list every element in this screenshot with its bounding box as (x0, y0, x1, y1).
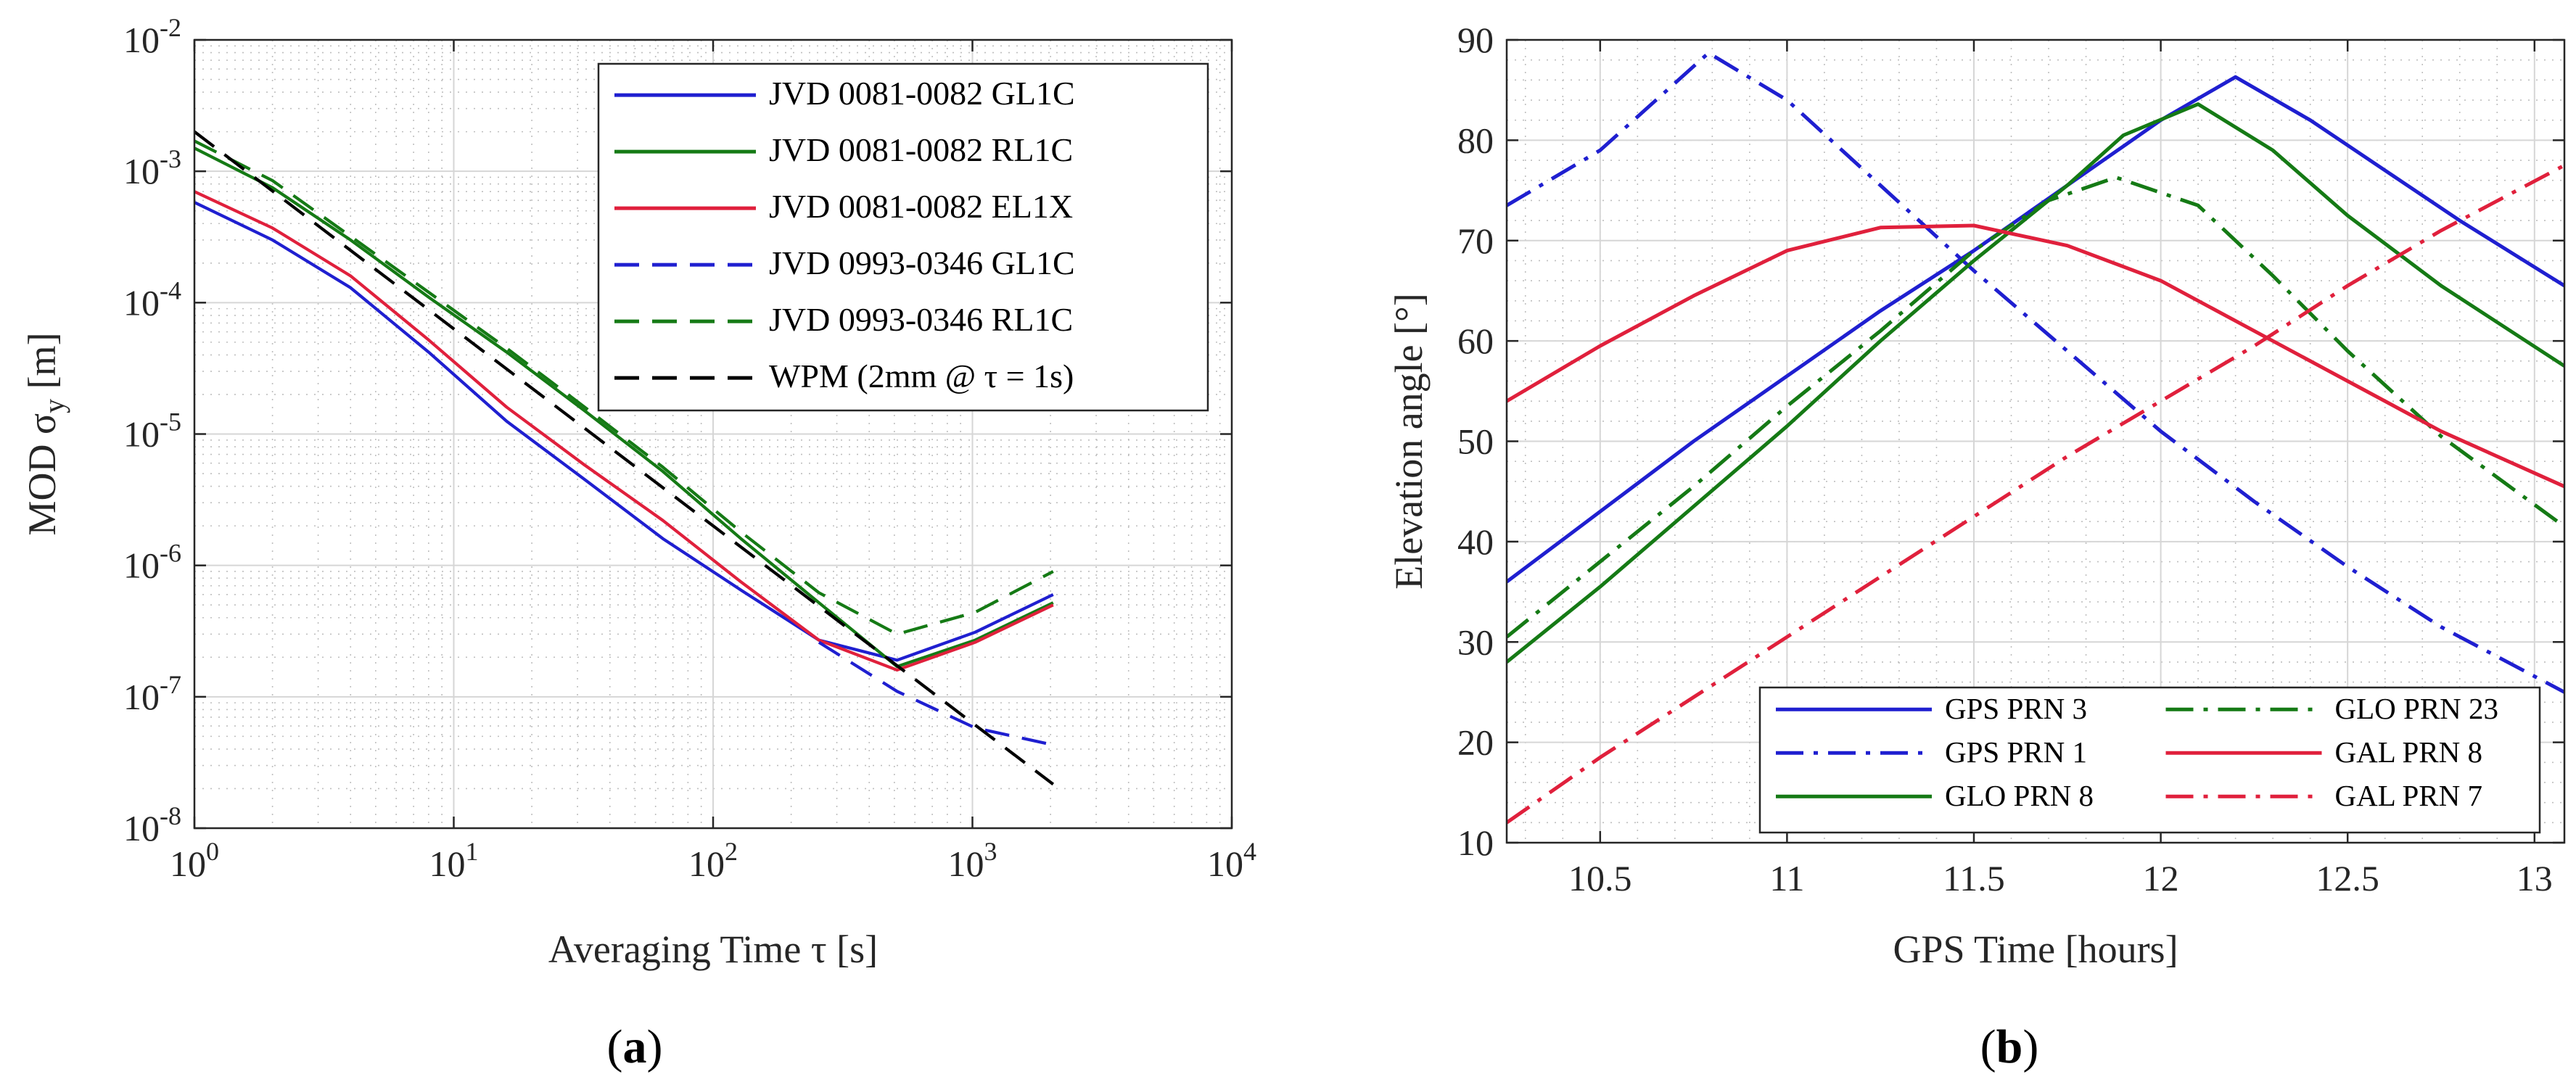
y-tick-label: 70 (1457, 220, 1494, 261)
y-tick-label: 30 (1457, 621, 1494, 662)
x-tick-label: 11.5 (1943, 858, 2005, 899)
x-tick-label: 12.5 (2316, 858, 2379, 899)
legend-entry: JVD 0081-0082 GL1C (769, 75, 1075, 112)
y-tick-label: 10-3 (123, 144, 181, 191)
x-tick-label: 103 (948, 837, 997, 884)
legend-entry: JVD 0081-0082 RL1C (769, 131, 1073, 168)
legend-entry: WPM (2mm @ τ = 1s) (769, 358, 1074, 395)
y-axis-label: Elevation angle [°] (1387, 293, 1431, 589)
y-tick-label: 90 (1457, 20, 1494, 60)
y-tick-label: 50 (1457, 421, 1494, 462)
series-line-3 (194, 190, 1054, 672)
axes (1505, 38, 2566, 844)
series-line-4 (818, 640, 1054, 747)
series-group (1507, 51, 2564, 825)
panel-label-b: (b) (1980, 1020, 2039, 1073)
y-tick-label: 10-6 (123, 539, 181, 586)
y-tick-label: 10 (1457, 822, 1494, 863)
series-line-6 (1507, 163, 2564, 825)
y-tick-label: 10-2 (123, 13, 181, 60)
chart-b: 10.5 11 11.5 12 12.5 13 10 20 30 40 50 60 70 80 90 GPS … (1387, 20, 2566, 971)
axes (193, 38, 1233, 830)
y-tick-label: 10-5 (123, 408, 181, 455)
y-tick-label: 10-4 (123, 276, 181, 323)
series-line-1 (194, 201, 1054, 662)
legend-entry: GPS PRN 3 (1945, 692, 2087, 725)
y-axis-label: MOD σy [m] (20, 332, 70, 535)
legend: JVD 0081-0082 GL1C JVD 0081-0082 RL1C JVD … (597, 62, 1209, 412)
legend-entry: JVD 0993-0346 GL1C (769, 244, 1075, 281)
y-tick-label: 80 (1457, 120, 1494, 160)
legend-entry: GAL PRN 8 (2335, 735, 2483, 769)
legend-box (1758, 686, 2541, 834)
legend-entry: GAL PRN 7 (2335, 779, 2483, 812)
x-axis-label: Averaging Time τ [s] (548, 928, 878, 971)
legend-entry: GPS PRN 1 (1945, 735, 2087, 769)
legend-entry: JVD 0081-0082 EL1X (769, 188, 1073, 225)
series-line-2 (194, 146, 1054, 669)
x-tick-label: 13 (2517, 858, 2553, 899)
y-tick-label: 40 (1457, 521, 1494, 562)
series-group (194, 130, 1055, 786)
series-line-6 (194, 130, 1055, 786)
x-tick-label: 102 (688, 837, 738, 884)
x-tick-label: 11 (1769, 858, 1804, 899)
legend-entry: GLO PRN 23 (2335, 692, 2499, 725)
legend-entry: GLO PRN 8 (1945, 779, 2094, 812)
x-tick-label: 10.5 (1568, 858, 1632, 899)
legend-entry: JVD 0993-0346 RL1C (769, 301, 1073, 338)
panel-label-a: (a) (607, 1020, 663, 1073)
y-tick-label: 20 (1457, 722, 1494, 763)
legend-box (597, 62, 1209, 412)
x-tick-label: 12 (2143, 858, 2179, 899)
series-line-5 (194, 139, 1054, 636)
x-tick-label: 104 (1207, 837, 1256, 884)
x-tick-label: 100 (170, 837, 219, 884)
series-line-4 (1507, 175, 2564, 639)
y-tick-label: 10-7 (123, 670, 181, 717)
x-axis-label: GPS Time [hours] (1893, 928, 2178, 971)
series-line-2 (1507, 51, 2564, 694)
series-line-3 (1507, 102, 2564, 664)
x-tick-label: 101 (429, 837, 479, 884)
y-tick-label: 60 (1457, 321, 1494, 361)
legend: GPS PRN 3 GPS PRN 1 GLO PRN 8 GLO PRN 23 GAL… (1758, 686, 2541, 834)
chart-a: 100 101 102 103 104 10-8 10-7 10-6 10-5 10-4 10-3 1… (20, 13, 1256, 971)
series-line-5 (1507, 223, 2564, 489)
y-tick-label: 10-8 (123, 801, 181, 848)
